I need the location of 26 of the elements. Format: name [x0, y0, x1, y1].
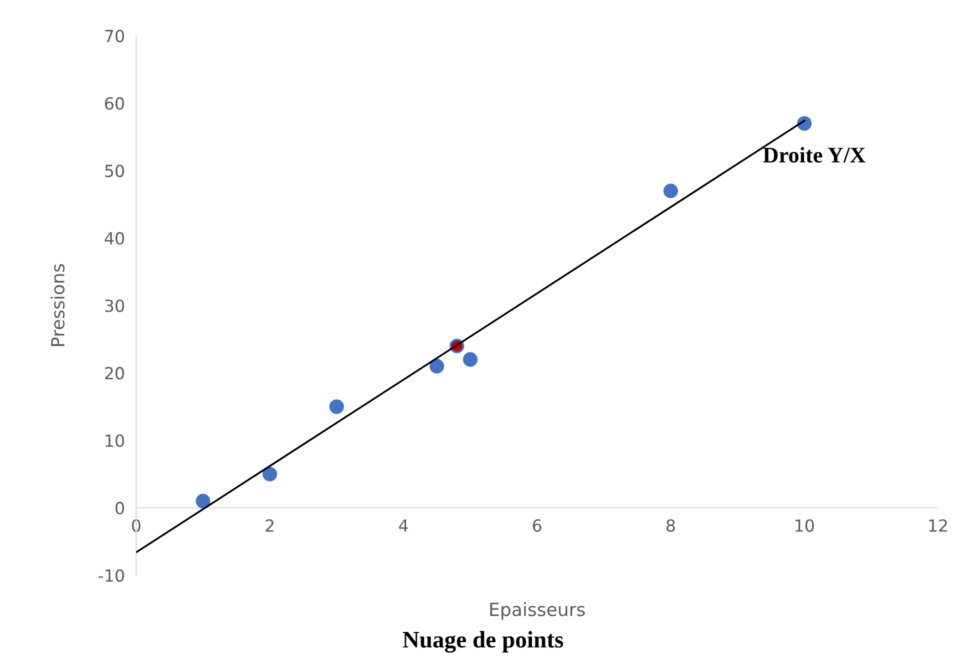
point	[196, 494, 210, 508]
x-tick-label: 2	[266, 519, 274, 532]
y-tick-label: 60	[105, 97, 124, 110]
x-tick-label: 12	[929, 519, 947, 532]
y-tick-label: 40	[104, 232, 124, 245]
x-tick-label: 8	[666, 519, 675, 532]
text: Nuage de points	[402, 631, 564, 653]
y-axis-title: Pressions	[50, 264, 65, 346]
y-tick-label: 70	[105, 30, 124, 42]
point	[329, 399, 344, 414]
point	[262, 466, 278, 482]
point	[663, 184, 678, 198]
x-tick-label: 6	[532, 519, 542, 532]
y-tick-label: 50	[105, 164, 124, 178]
x-axis-title: Epaisseurs	[490, 602, 585, 620]
point	[462, 352, 478, 367]
annotation: Droite Y/X	[763, 146, 866, 163]
x-tick-label: 0	[132, 519, 140, 532]
y-tick-label: 0	[116, 502, 124, 514]
y-tick-label: 20	[105, 366, 124, 380]
y-tick-label: 10	[106, 434, 124, 447]
y-tick-label: 30	[105, 299, 124, 312]
y-tick-label: -10	[98, 569, 124, 582]
x-tick-label: 4	[398, 519, 408, 532]
point	[430, 358, 444, 374]
x-tick-label: 10	[796, 519, 814, 532]
